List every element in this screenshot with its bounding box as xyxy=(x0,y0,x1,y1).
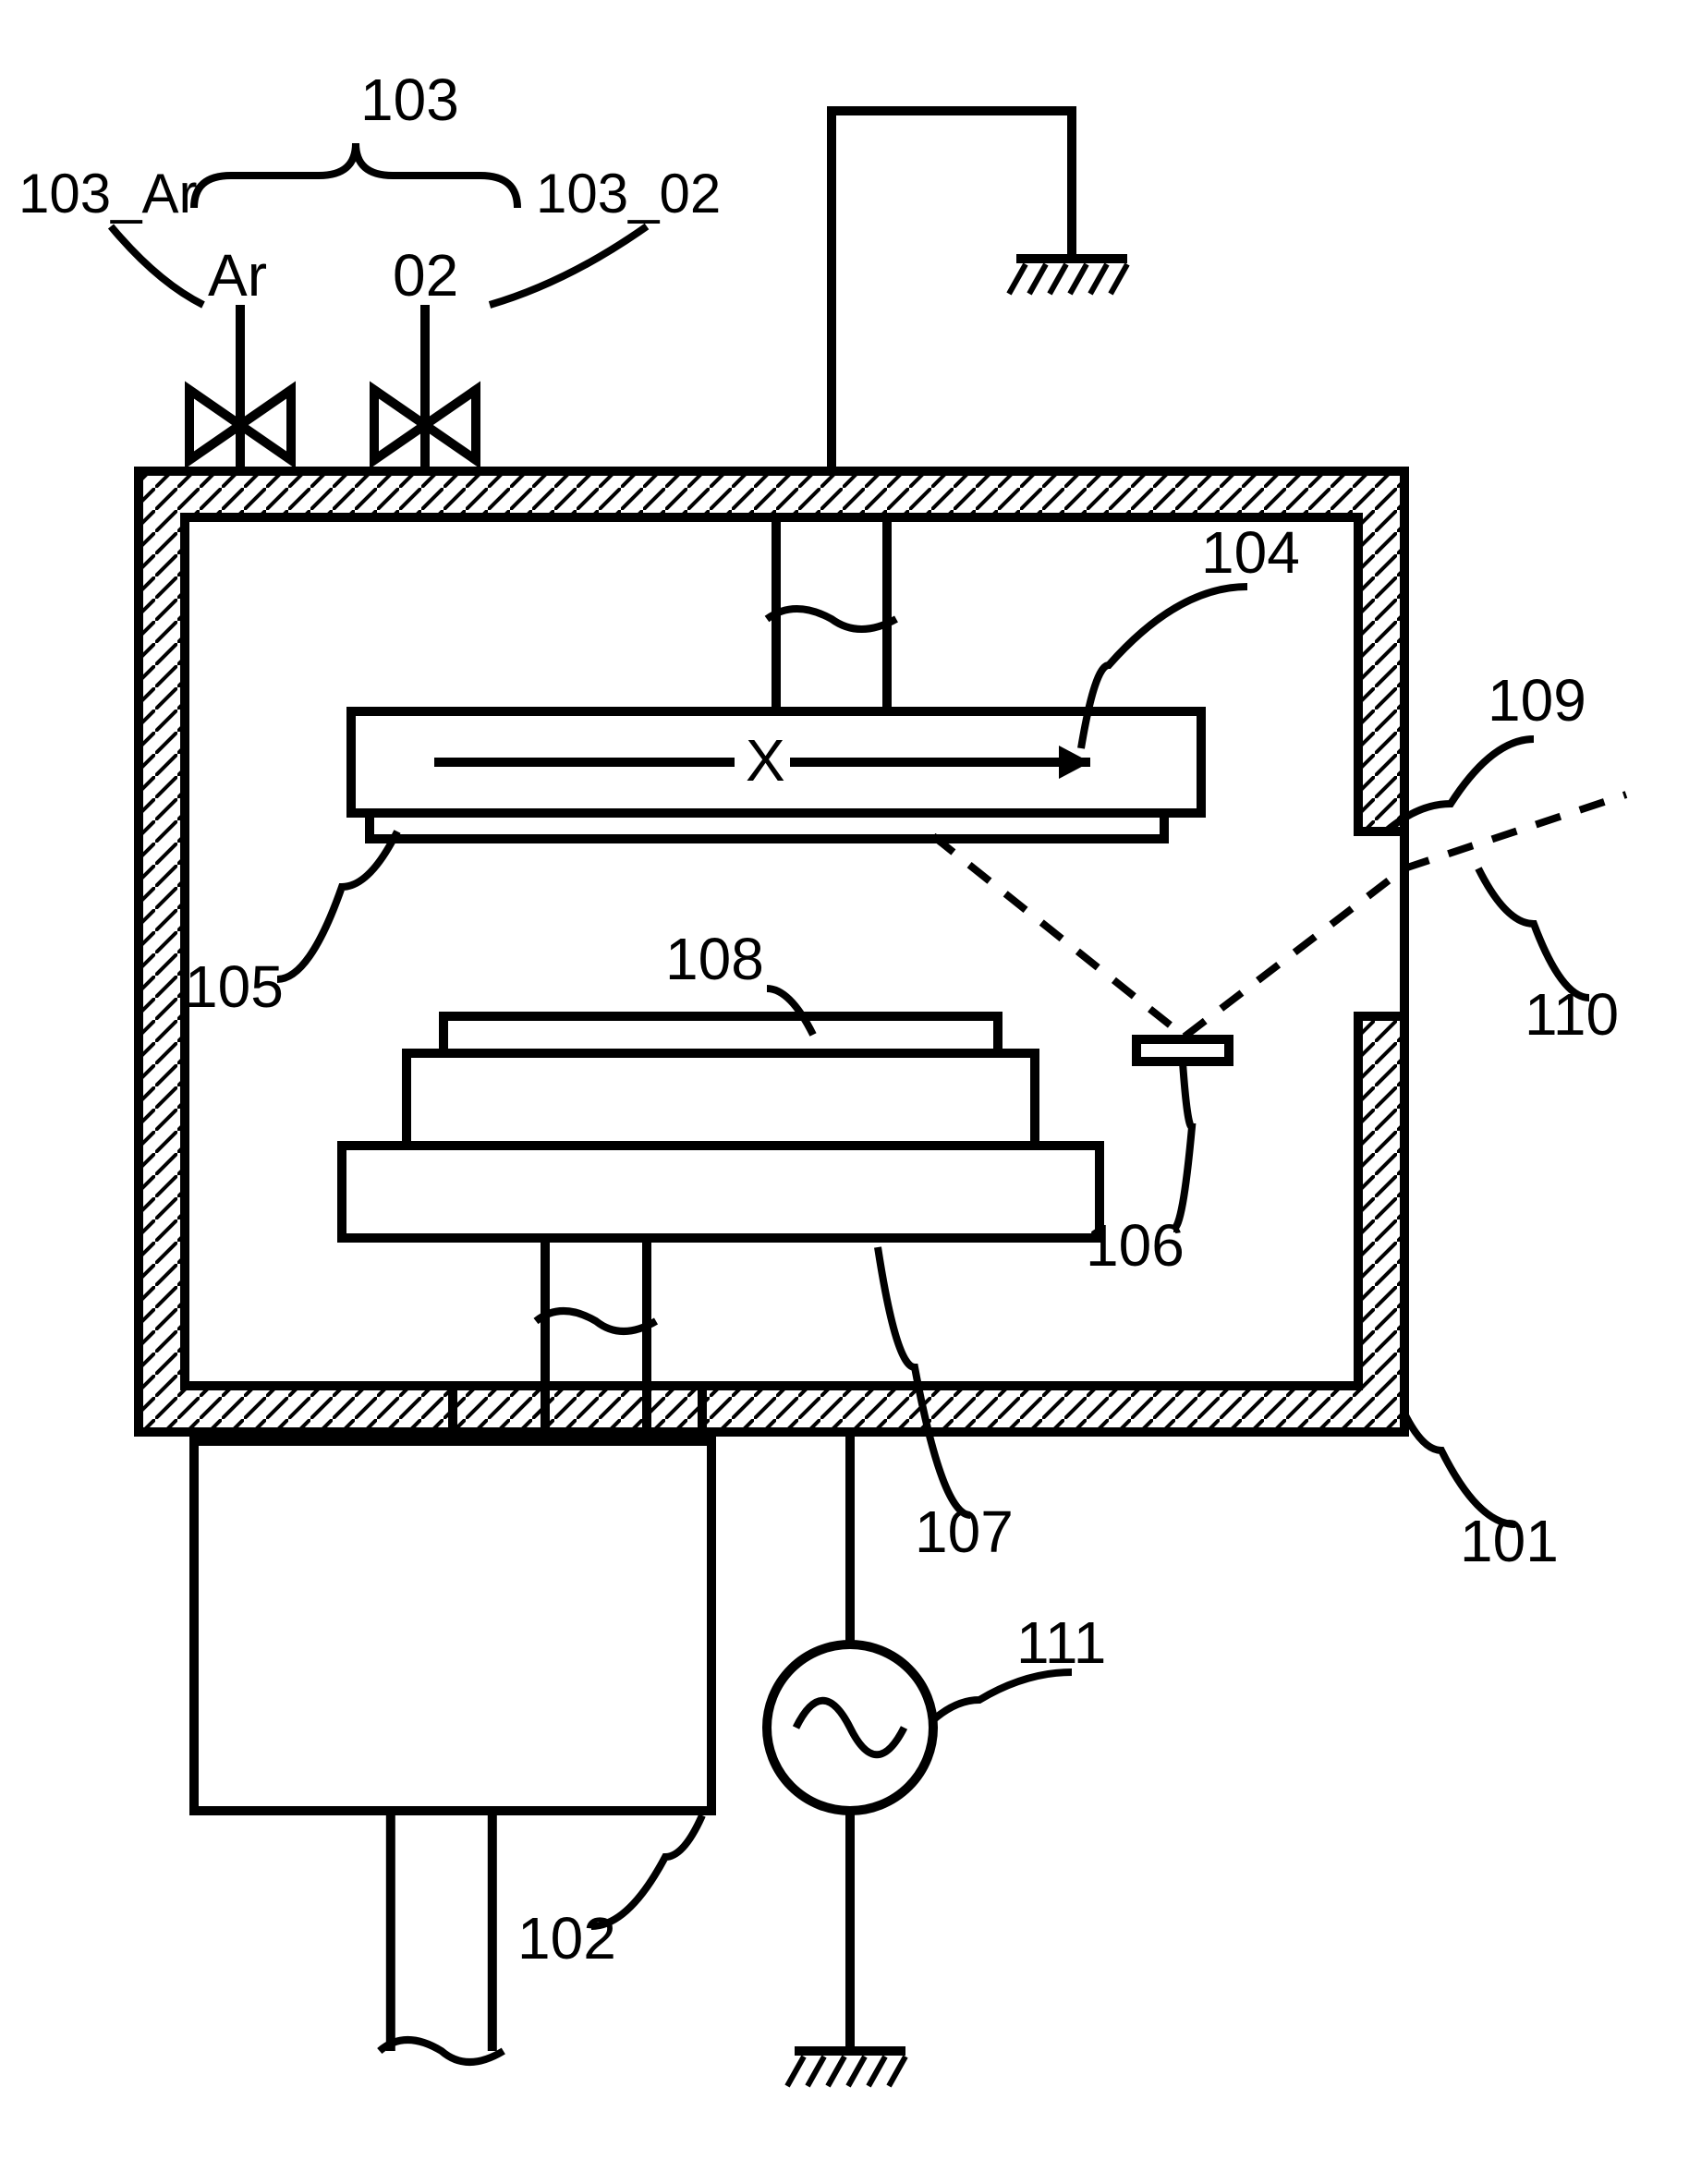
label-108: 108 xyxy=(665,926,764,992)
ground-bottom-hatch xyxy=(848,2057,865,2086)
valve-02 xyxy=(425,390,476,460)
ground-bottom-hatch xyxy=(889,2057,905,2086)
gas-label-02: 02 xyxy=(393,242,458,309)
ground-bottom-hatch xyxy=(828,2057,844,2086)
x-label: X xyxy=(746,727,785,794)
lower-step1 xyxy=(342,1146,1100,1238)
pump-duct-break xyxy=(380,2040,504,2062)
target-plate xyxy=(370,813,1164,839)
label-107: 107 xyxy=(915,1498,1014,1565)
label-101: 101 xyxy=(1460,1508,1559,1574)
ground-top-hatch xyxy=(1111,264,1127,294)
label-106: 106 xyxy=(1086,1212,1185,1279)
ground-top-hatch xyxy=(1029,264,1046,294)
gas-brace xyxy=(194,143,517,208)
ground-top-hatch xyxy=(1050,264,1066,294)
ground-bottom-hatch xyxy=(869,2057,885,2086)
lead-105 xyxy=(277,831,397,979)
label-105: 105 xyxy=(185,953,284,1020)
lower-step2 xyxy=(407,1053,1035,1146)
ground-top-hatch xyxy=(1009,264,1026,294)
label-103_Ar: 103_Ar xyxy=(18,163,197,224)
label-109: 109 xyxy=(1488,667,1586,734)
label-103: 103 xyxy=(360,67,459,133)
ground-top-hatch xyxy=(1090,264,1107,294)
beam xyxy=(933,836,1185,1037)
valve-Ar xyxy=(240,390,291,460)
label-110: 110 xyxy=(1525,981,1619,1048)
gas-label-Ar: Ar xyxy=(208,242,267,309)
ground-top-hatch xyxy=(1070,264,1087,294)
upper-stem-break xyxy=(767,609,896,629)
label-111: 111 xyxy=(1016,1609,1106,1676)
pump xyxy=(194,1441,711,1811)
lead-103_02 xyxy=(490,226,647,305)
sensor xyxy=(1136,1039,1229,1062)
label-102: 102 xyxy=(517,1905,616,1972)
label-103_02: 103_02 xyxy=(536,163,721,224)
ground-bottom-hatch xyxy=(787,2057,804,2086)
lead-110 xyxy=(1478,868,1589,998)
wire-top-ground xyxy=(832,111,1072,471)
substrate xyxy=(444,1016,998,1053)
lead-103_Ar xyxy=(111,226,203,305)
beam xyxy=(1185,868,1404,1037)
ground-bottom-hatch xyxy=(808,2057,824,2086)
label-104: 104 xyxy=(1201,519,1300,586)
lead-106 xyxy=(1173,1062,1192,1229)
lower-stem-break xyxy=(536,1311,656,1331)
lead-111 xyxy=(935,1672,1072,1718)
